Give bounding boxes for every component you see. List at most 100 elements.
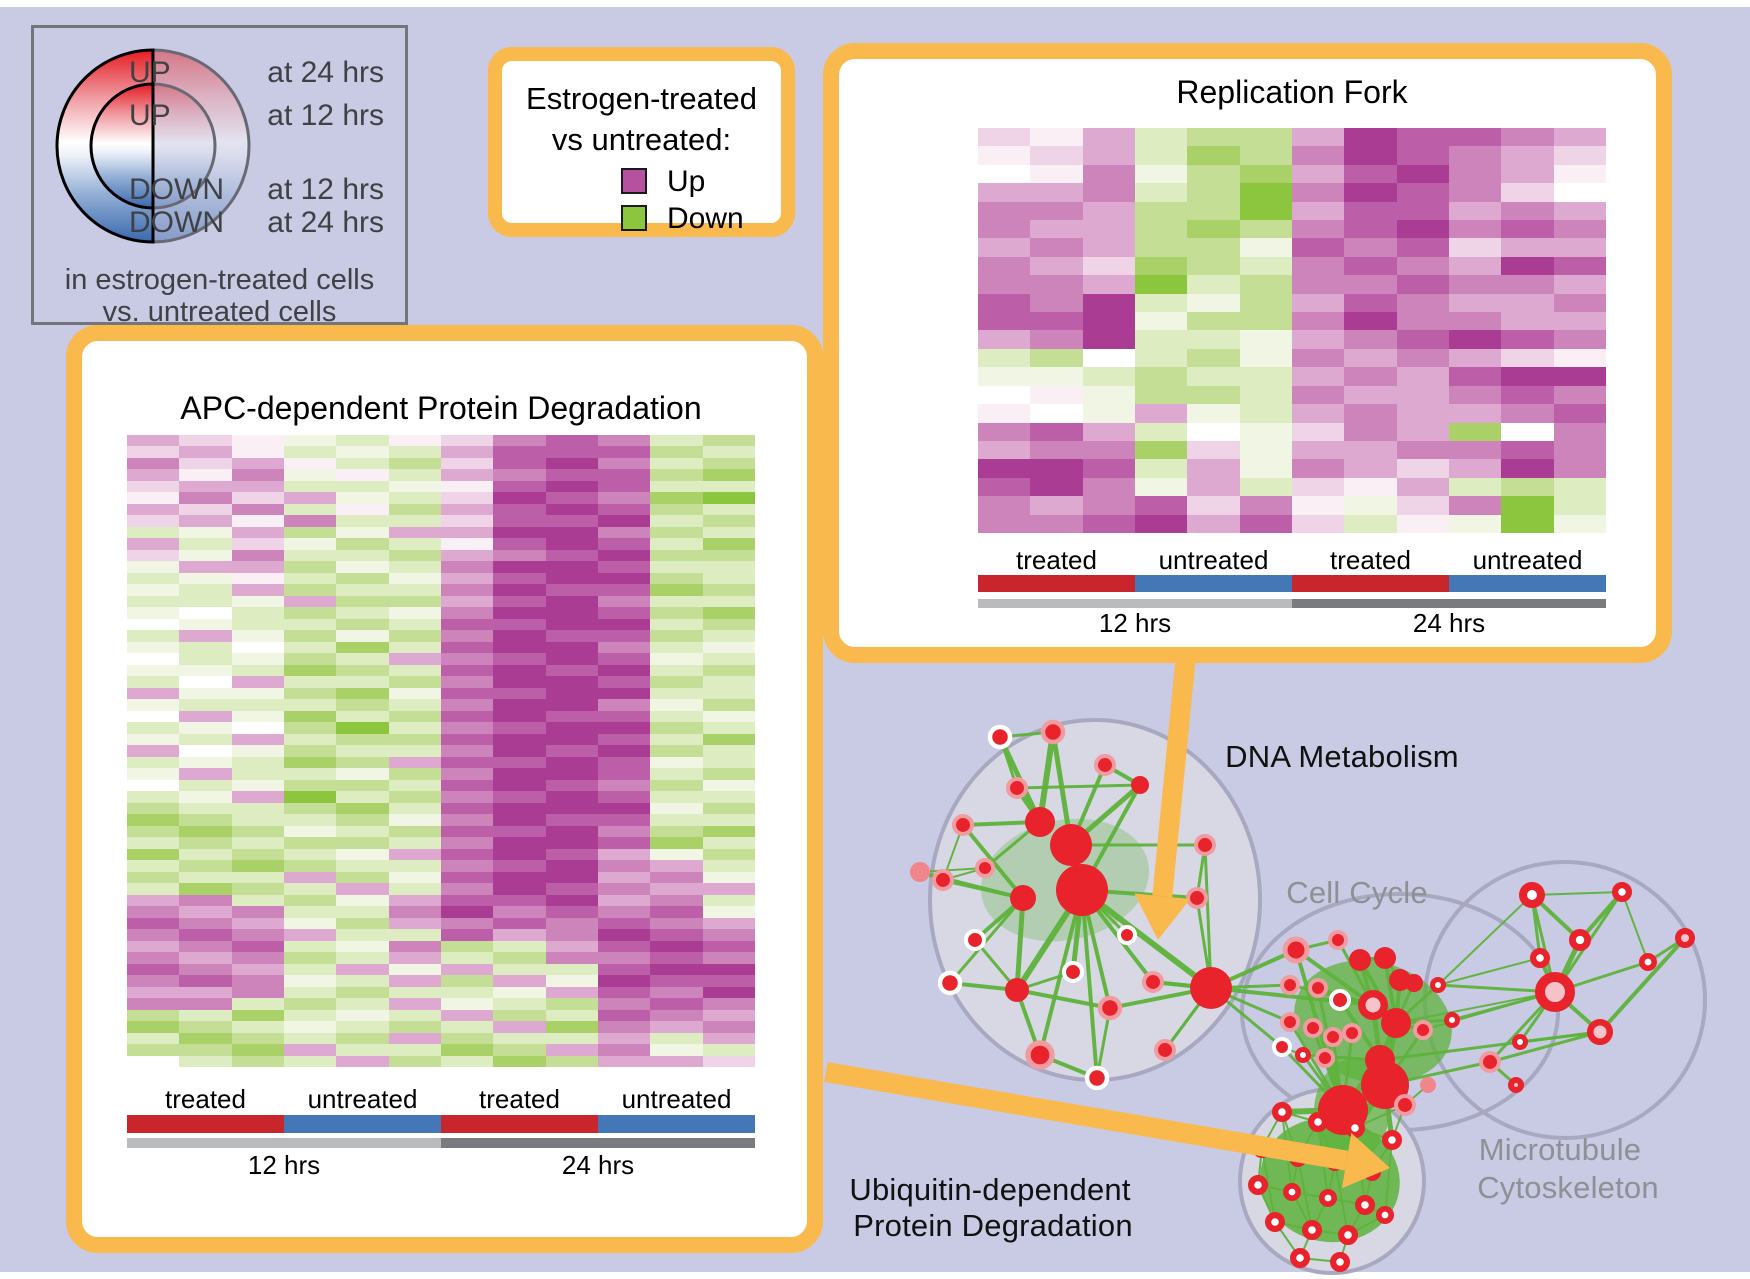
heatmap-cell [1082,496,1135,515]
heatmap-cell [179,1009,232,1021]
heatmap-cell [336,848,389,860]
heatmap-cell [1030,459,1083,478]
network-edge [1038,888,1084,1057]
heatmap-cell [231,526,284,539]
heatmap-cell [650,756,703,769]
heatmap-cell [283,515,337,527]
heatmap-cell [545,446,598,458]
heatmap-cell [388,779,441,792]
heatmap-cell [545,572,598,585]
heatmap-cell [1239,164,1292,184]
heatmap-cell [1239,293,1292,313]
heatmap-cell [978,183,1031,202]
network-node-pinkcore [1358,990,1388,1020]
heatmap-cell [545,998,598,1010]
time-label-12hrs: 12 hrs [1098,608,1172,638]
heatmap-cell [545,917,598,929]
heatmap-cell [388,687,441,700]
group-label-untreated-3: untreated [621,1084,732,1114]
heatmap-cell [597,952,651,964]
group-bar-untreated-1 [284,1115,441,1133]
heatmap-cell [650,963,703,975]
network-node-ring [1430,977,1446,993]
heatmap-cell [127,457,180,470]
heatmap-cell [179,584,232,596]
heatmap-cell [231,653,284,665]
heatmap-cell [179,860,232,872]
network-node-ring [1329,1251,1350,1272]
heatmap-cell [1187,514,1240,533]
heatmap-cell [1239,128,1292,147]
heatmap-cell [597,975,651,987]
heatmap-cell [493,1044,546,1056]
heatmap-cell [1396,256,1449,276]
heatmap-cell [1239,496,1292,515]
heatmap-cell [978,348,1031,368]
heatmap-cell [650,618,703,631]
heatmap-cell [388,618,441,631]
heatmap-cell [1553,477,1606,497]
heatmap-cell [1082,312,1135,331]
legend-down-24-time: at 24 hrs [267,206,384,239]
heatmap-cell [179,538,232,550]
group-bar-treated-0 [127,1115,284,1133]
heatmap-cell [597,584,651,596]
heatmap-cell [127,814,180,826]
heatmap-cell [1344,440,1397,460]
heatmap-cell [978,404,1031,423]
heatmap-cell [179,998,232,1010]
network-node-hw [1328,988,1352,1012]
heatmap-cell [231,630,284,642]
key-swatch-down [621,205,647,231]
heatmap-cell [1239,367,1292,386]
heatmap-cell [127,756,180,769]
heatmap-cell [1448,238,1502,257]
heatmap-cell [650,906,703,918]
heatmap-cell [1448,385,1502,405]
heatmap-cell [127,975,180,987]
heatmap-cell [179,572,232,585]
network-node-pinkcore [1508,1077,1524,1093]
network-node-ring [1512,1034,1528,1050]
heatmap-cell [179,561,232,573]
heatmap-cell [1134,477,1188,497]
heatmap-cell [702,538,755,550]
heatmap-cell [1396,238,1449,257]
heatmap-cell [1239,201,1292,221]
heatmap-cell [127,515,180,527]
heatmap-cell [1187,367,1240,386]
heatmap-cell [650,538,703,550]
heatmap-cell [179,768,232,780]
cluster-label-microtubule-line2: Cytoskeleton [1477,1170,1659,1205]
panel-apc-degradation: APC-dependent Protein Degradation treate… [66,325,823,1253]
heatmap-cell [1291,459,1345,478]
heatmap-cell [179,687,232,700]
heatmap-cell [978,146,1031,165]
heatmap-cell [1030,201,1083,221]
heatmap-cell [283,975,337,987]
heatmap-cell [179,756,232,769]
panel-title-replication: Replication Fork [1176,74,1408,110]
network-edge [1261,1147,1276,1223]
heatmap-cell [127,607,180,619]
cluster-label-cell-cycle: Cell Cycle [1286,875,1428,910]
heatmap-cell [1501,422,1554,441]
heatmap-cell [388,526,441,539]
heatmap-cell [127,549,180,562]
heatmap-cell [1448,220,1502,239]
network-edge [1488,1030,1602,1064]
heatmap-cell [1082,404,1135,423]
network-node-ring [1283,1183,1302,1202]
heatmap-cell [440,802,494,814]
heatmap-cell [597,1044,651,1056]
network-node-hp [1097,995,1123,1021]
heatmap-cell [231,871,284,883]
heatmap-cell [388,871,441,883]
heatmap-cell [702,779,755,792]
heatmap-cell [231,503,284,516]
heatmap-cell [1291,128,1345,147]
heatmap-cell [283,710,337,723]
heatmap-cell [1134,514,1188,533]
heatmap-cell [978,201,1031,221]
heatmap-cell [1239,385,1292,405]
